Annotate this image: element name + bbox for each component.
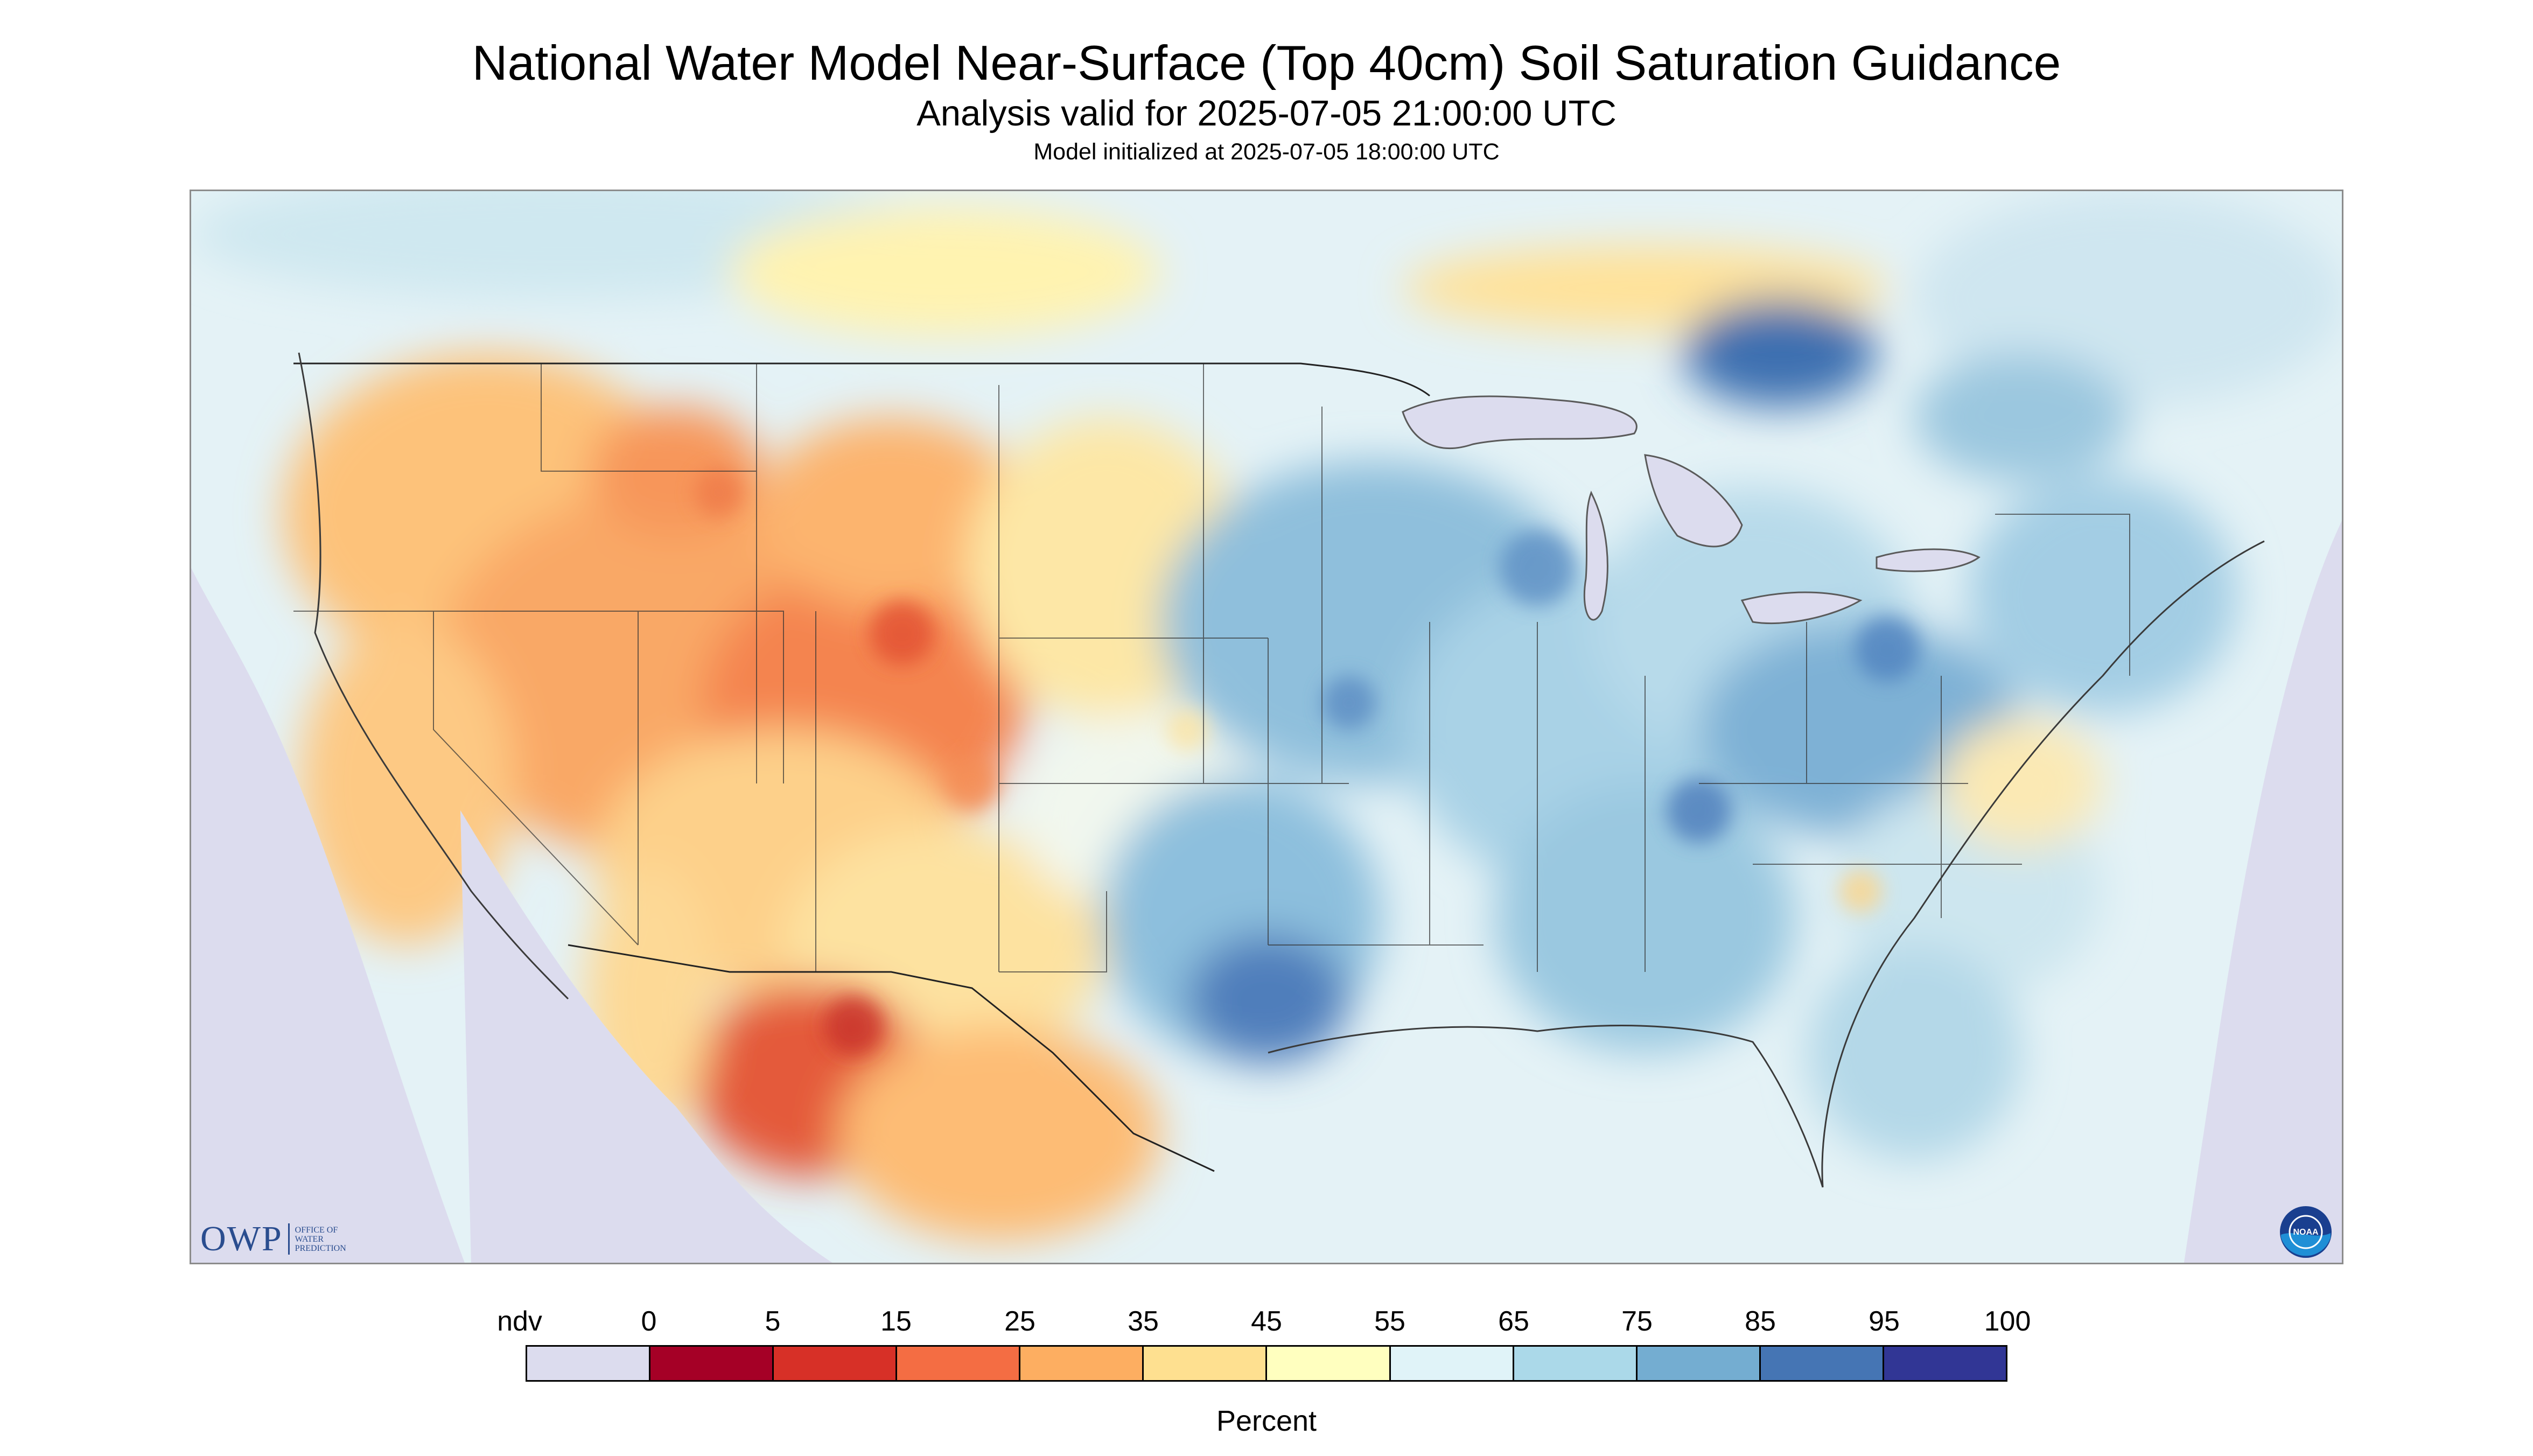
legend-unit-label: Percent [1216,1405,1317,1437]
legend-label-100: 100 [1984,1306,2031,1337]
legend-label-85: 85 [1745,1306,1776,1337]
legend-label-45: 45 [1251,1306,1282,1337]
national-borders [293,362,1430,1172]
legend-swatch-45 [1267,1347,1391,1380]
legend-swatch-15 [897,1347,1021,1380]
legend-swatch-35 [1144,1347,1268,1380]
legend-label-0: 0 [641,1306,657,1337]
owp-logo-text: OFFICE OF WATER PREDICTION [295,1225,346,1253]
legend-label-55: 55 [1374,1306,1405,1337]
legend-label-95: 95 [1869,1306,1900,1337]
noaa-logo-icon: NOAA [2280,1206,2332,1258]
legend-swatch-95 [1884,1347,2006,1380]
legend-label-15: 15 [880,1306,912,1337]
legend-tick-labels: ndv 0 5 15 25 35 45 55 65 75 85 95 100 [0,1305,2533,1338]
legend-swatch-55 [1390,1347,1514,1380]
legend-label-65: 65 [1498,1306,1529,1337]
soil-saturation-map [190,190,2343,1264]
legend-swatch-85 [1760,1347,1884,1380]
great-lakes [1402,395,1981,625]
legend-swatch-ndv [527,1347,651,1380]
legend-label-75: 75 [1621,1306,1653,1337]
model-init-time: Model initialized at 2025-07-05 18:00:00… [1033,139,1500,165]
owp-logo: OWP OFFICE OF WATER PREDICTION [200,1219,365,1258]
legend-swatch-75 [1637,1347,1761,1380]
svg-text:NOAA: NOAA [2293,1228,2319,1237]
color-legend [526,1345,2007,1382]
legend-swatch-65 [1514,1347,1638,1380]
legend-swatch-5 [774,1347,898,1380]
legend-label-5: 5 [765,1306,781,1337]
legend-swatch-25 [1020,1347,1144,1380]
map-subtitle: Analysis valid for 2025-07-05 21:00:00 U… [916,93,1617,134]
legend-swatch-0 [650,1347,774,1380]
legend-label-35: 35 [1128,1306,1159,1337]
legend-label-ndv: ndv [497,1306,542,1337]
map-title: National Water Model Near-Surface (Top 4… [472,36,2061,90]
owp-logo-mark: OWP [200,1219,283,1258]
coastline [298,352,2265,1188]
state-boundaries [293,363,2130,972]
legend-label-25: 25 [1004,1306,1035,1337]
owp-logo-divider [288,1223,290,1255]
